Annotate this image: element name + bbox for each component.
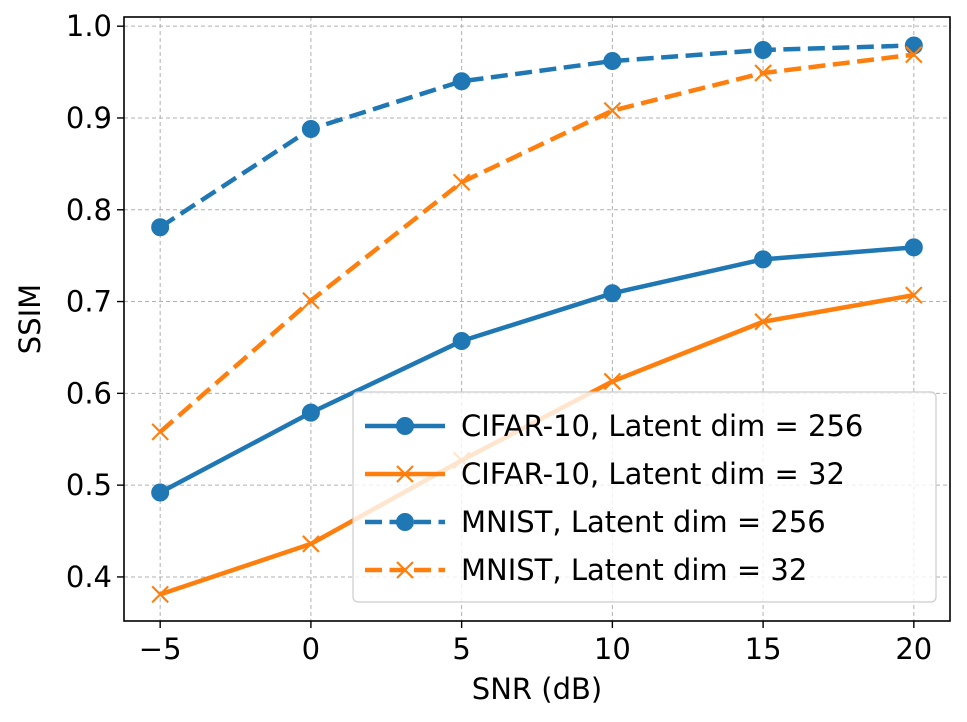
- legend-item-2: MNIST, Latent dim = 256: [365, 505, 826, 539]
- data-point: [603, 101, 622, 120]
- data-point: [904, 36, 923, 55]
- plot-area-frame: [123, 16, 951, 622]
- axis-ticks: −5 0 5 10 15 20 0.4 0.5 0.6 0.7 0.8 0.9 1.0: [66, 9, 932, 666]
- marker-x-stroke: [905, 286, 923, 304]
- x-tick-label: −5: [139, 632, 182, 666]
- data-point: [904, 238, 923, 257]
- marker-x-stroke: [151, 423, 169, 441]
- y-tick-label: 0.4: [66, 560, 112, 594]
- marker-x-stroke: [452, 173, 471, 192]
- data-point: [301, 119, 320, 138]
- legend-label: MNIST, Latent dim = 256: [461, 505, 826, 539]
- series-0: [151, 238, 923, 502]
- data-point: [603, 372, 622, 391]
- marker-x-stroke: [754, 64, 772, 82]
- legend-item-1: CIFAR-10, Latent dim = 32: [365, 457, 845, 491]
- data-point: [151, 423, 169, 441]
- y-tick-label: 0.7: [66, 285, 112, 319]
- x-axis-label: SNR (dB): [472, 672, 602, 706]
- legend-item-3: MNIST, Latent dim = 32: [365, 553, 807, 587]
- y-tick-label: 0.6: [66, 376, 112, 410]
- data-point: [754, 312, 772, 331]
- x-tick-label: 15: [745, 632, 782, 666]
- marker-x-stroke: [754, 312, 772, 331]
- data-point: [603, 284, 622, 303]
- y-tick-label: 0.9: [66, 101, 112, 135]
- legend-item-0: CIFAR-10, Latent dim = 256: [365, 409, 863, 443]
- legend-marker: [396, 417, 414, 435]
- marker-x-stroke: [396, 561, 414, 579]
- legend-label: CIFAR-10, Latent dim = 32: [461, 457, 845, 491]
- x-tick-label: 10: [594, 632, 631, 666]
- data-point: [905, 45, 923, 64]
- legend: CIFAR-10, Latent dim = 256 CIFAR-10, Late…: [352, 391, 937, 603]
- y-tick-label: 0.5: [66, 468, 112, 502]
- y-tick-label: 1.0: [66, 9, 112, 43]
- data-point: [452, 332, 471, 351]
- x-tick-label: 5: [452, 632, 470, 666]
- marker-x-stroke: [151, 585, 169, 604]
- legend-box: [352, 391, 937, 603]
- x-tick-label: 0: [302, 632, 320, 666]
- series-2: [151, 36, 923, 237]
- legend-marker: [396, 465, 414, 483]
- series-layer: [151, 36, 923, 604]
- data-point: [905, 286, 923, 304]
- y-tick-label: 0.8: [66, 193, 112, 227]
- legend-label: CIFAR-10, Latent dim = 256: [461, 409, 863, 443]
- marker-x-stroke: [302, 291, 320, 310]
- legend-marker: [396, 561, 414, 579]
- data-point: [301, 403, 320, 422]
- series-line-3: [158, 52, 915, 434]
- marker-x-stroke: [603, 372, 622, 391]
- series-line-0: [159, 245, 915, 495]
- marker-x-stroke: [905, 45, 923, 64]
- x-tick-label: 20: [895, 632, 932, 666]
- marker-x-stroke: [396, 465, 414, 483]
- data-point: [302, 291, 320, 310]
- series-3: [151, 45, 923, 441]
- marker-x-stroke: [603, 101, 622, 120]
- series-line-2: [158, 43, 914, 230]
- data-point: [754, 250, 773, 269]
- data-point: [603, 52, 622, 71]
- legend-marker: [396, 513, 414, 531]
- data-point: [452, 72, 471, 91]
- data-point: [754, 41, 773, 60]
- data-point: [302, 535, 320, 553]
- data-point: [754, 64, 772, 82]
- data-point: [151, 585, 169, 604]
- legend-label: MNIST, Latent dim = 32: [461, 553, 807, 587]
- marker-x-stroke: [302, 535, 320, 553]
- y-axis-label: SSIM: [13, 284, 47, 354]
- data-point: [151, 218, 170, 237]
- data-point: [452, 173, 471, 192]
- data-point: [151, 483, 170, 502]
